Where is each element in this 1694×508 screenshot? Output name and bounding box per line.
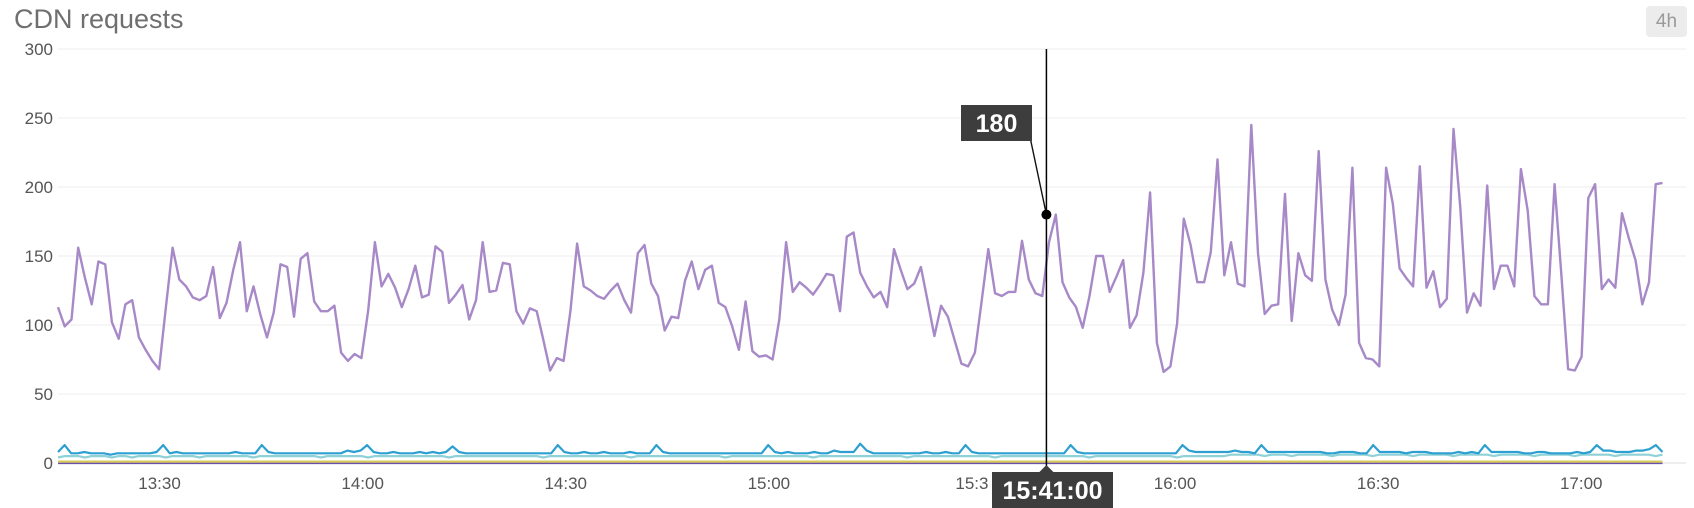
y-tick-label: 100 — [25, 316, 53, 335]
time-tooltip-text: 15:41:00 — [1002, 477, 1102, 505]
series-lines — [56, 123, 1664, 465]
hover-point — [1041, 209, 1052, 220]
series-line-2 — [57, 453, 1663, 459]
y-tick-label: 250 — [25, 109, 53, 128]
x-tick-label: 16:30 — [1357, 474, 1400, 493]
x-tick-label: 17:00 — [1560, 474, 1603, 493]
y-tick-label: 300 — [25, 40, 53, 59]
series-line-0 — [56, 123, 1663, 374]
series-line-1 — [57, 442, 1664, 456]
y-tick-label: 50 — [34, 385, 53, 404]
x-tick-label: 16:00 — [1154, 474, 1197, 493]
tooltip-leader — [1029, 136, 1048, 215]
chart-title: CDN requests — [14, 4, 184, 34]
x-tick-label: 15:3 — [955, 474, 988, 493]
x-tick-label: 14:00 — [341, 474, 384, 493]
value-tooltip-text: 180 — [976, 110, 1018, 138]
y-tick-label: 0 — [44, 454, 53, 473]
x-tick-label: 15:00 — [748, 474, 791, 493]
value-tooltip — [961, 105, 1032, 141]
x-axis-ticks: 13:30 14:00 14:30 15:00 15:3 16:00 16:30 17:00 — [138, 474, 1602, 493]
x-tick-label: 14:30 — [544, 474, 587, 493]
time-range-button[interactable]: 4h — [1646, 6, 1687, 37]
time-tooltip-pointer — [1039, 465, 1054, 472]
x-tick-label: 13:30 — [138, 474, 181, 493]
hover-crosshair[interactable]: 180 15:41:00 — [961, 49, 1113, 508]
time-tooltip — [992, 472, 1113, 508]
y-tick-label: 200 — [25, 178, 53, 197]
y-tick-label: 150 — [25, 247, 53, 266]
y-axis-ticks: 0 50 100 150 200 250 300 — [25, 40, 53, 473]
